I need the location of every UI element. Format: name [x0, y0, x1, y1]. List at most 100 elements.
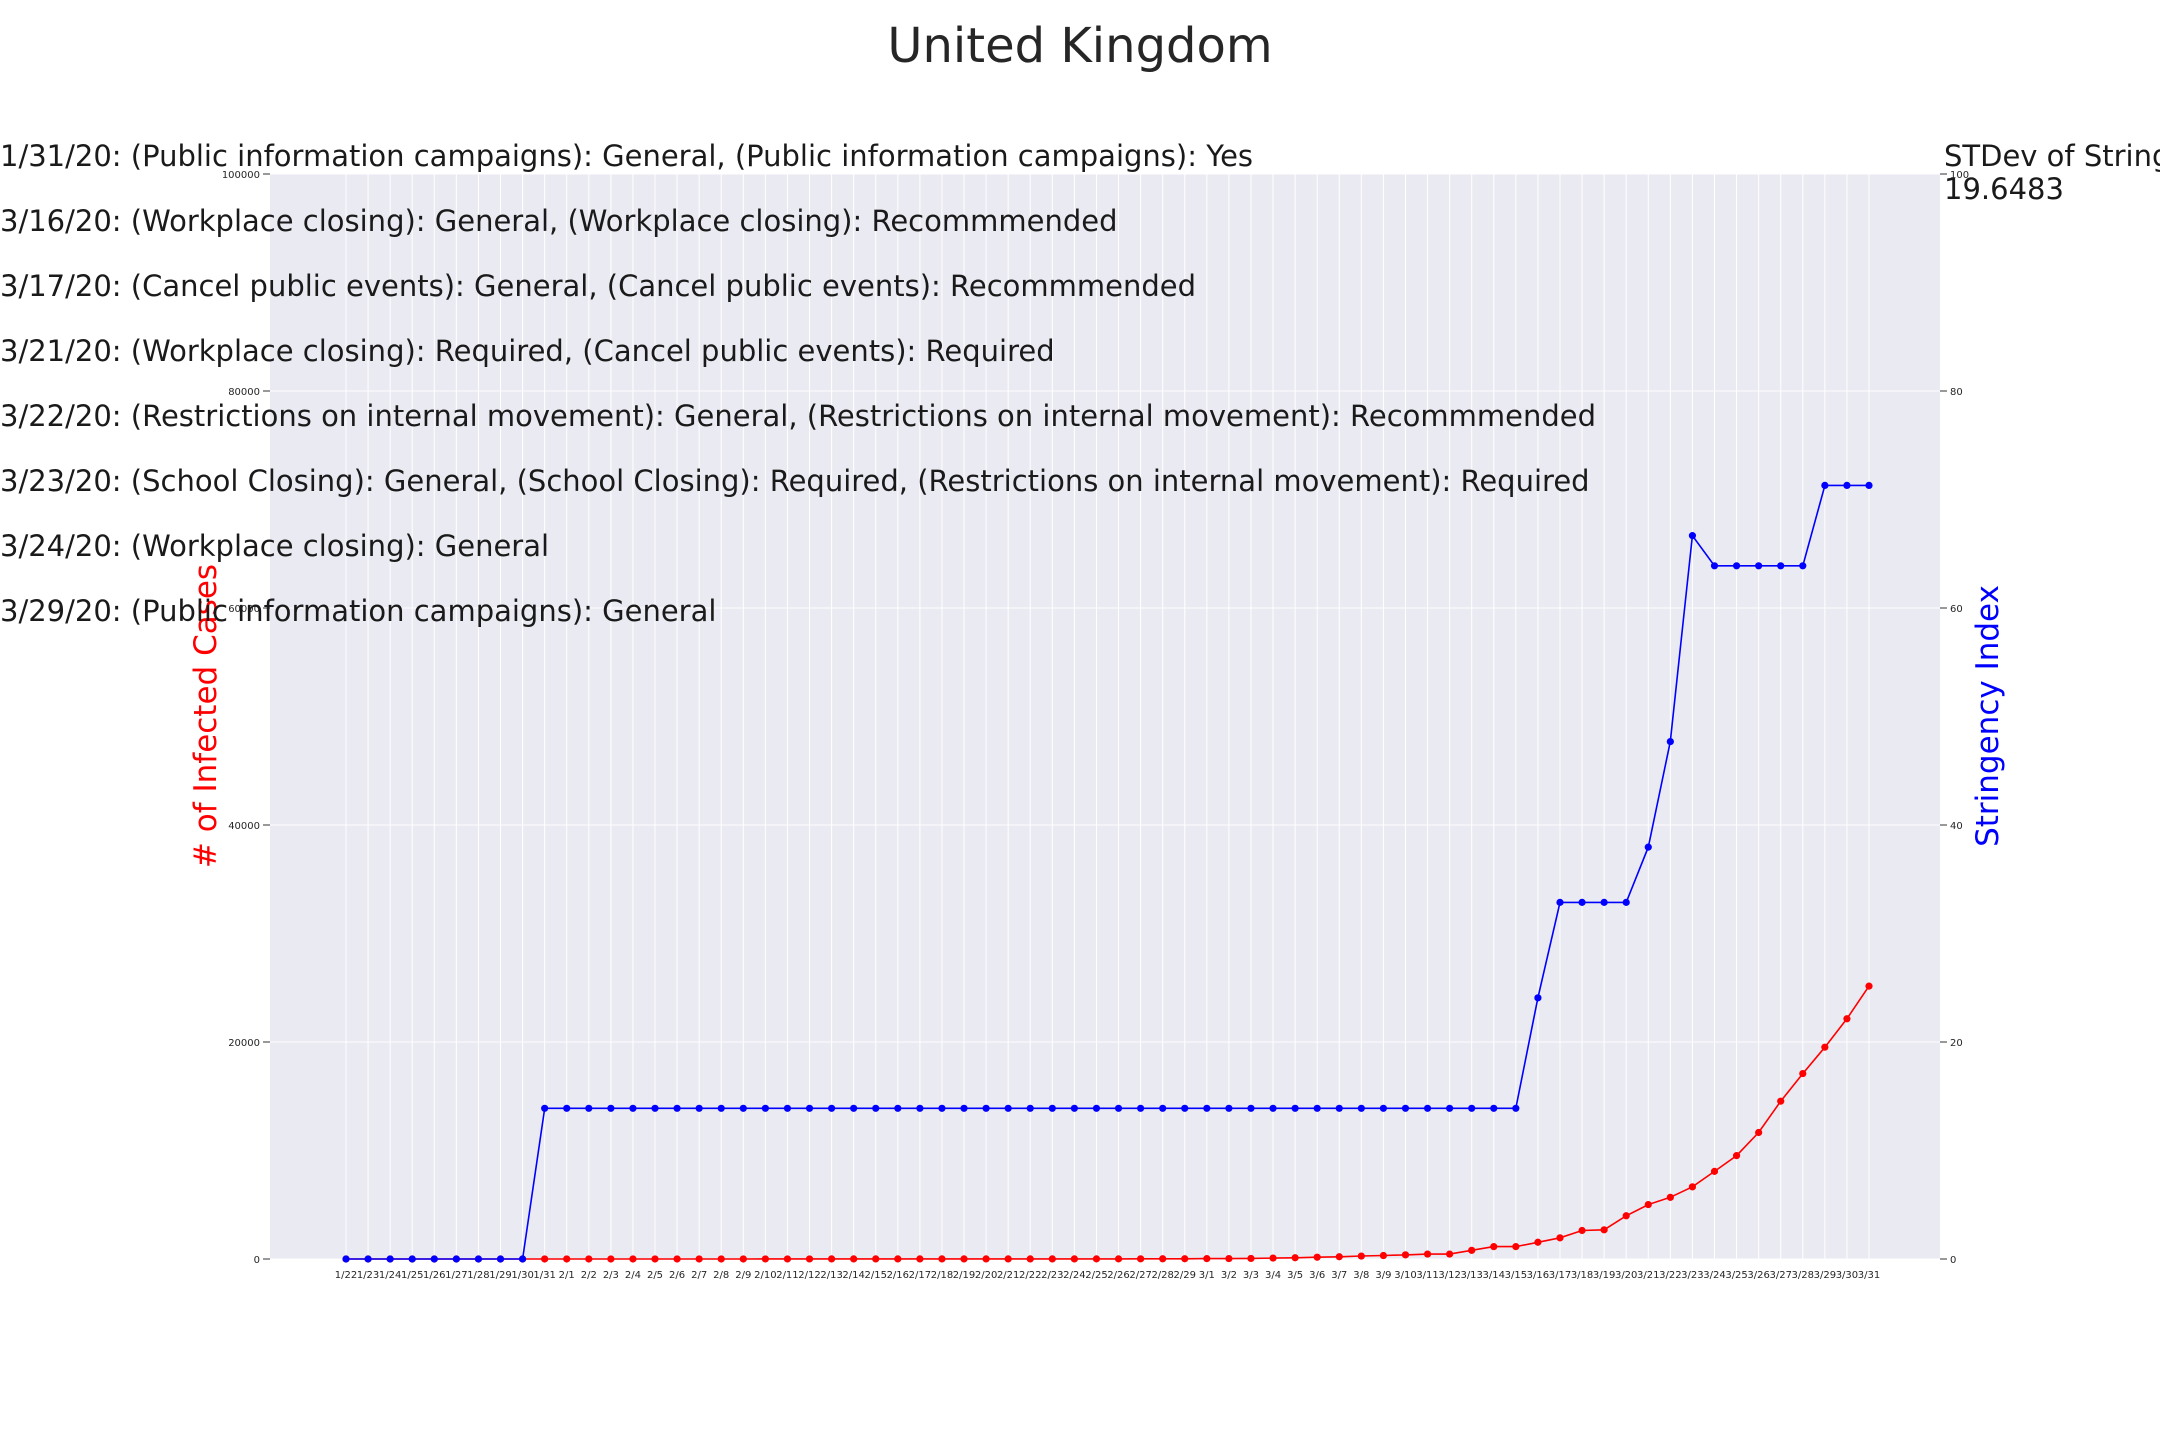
- x-tick-label: 3/30: [1836, 1270, 1858, 1281]
- right-axis-ticks: 0 20 40 60 80 100: [1940, 170, 1969, 1266]
- x-tick-label: 2/10: [754, 1270, 776, 1281]
- series-point: [1755, 1128, 1763, 1137]
- x-tick-label: 2/27: [1129, 1270, 1151, 1281]
- series-point: [1026, 1104, 1034, 1112]
- series-point: [805, 1104, 814, 1112]
- x-tick-label: 1/31: [533, 1270, 555, 1281]
- x-tick-label: 3/11: [1416, 1270, 1438, 1281]
- x-tick-label: 1/25: [401, 1270, 423, 1281]
- series-point: [541, 1104, 549, 1112]
- series-point: [1181, 1104, 1189, 1112]
- series-point: [1159, 1104, 1167, 1112]
- series-point: [827, 1255, 836, 1263]
- policy-annotation: 3/29/20: (Public information campaigns):…: [0, 594, 716, 628]
- right-tick-label: 0: [1950, 1255, 1956, 1266]
- series-point: [1446, 1250, 1454, 1258]
- x-tick-label: 3/29: [1814, 1270, 1836, 1281]
- series-point: [1600, 1226, 1608, 1234]
- x-tick-label: 2/22: [1019, 1270, 1041, 1281]
- x-tick-label: 3/8: [1353, 1270, 1369, 1281]
- series-point: [342, 1255, 350, 1263]
- series-point: [1423, 1104, 1432, 1112]
- series-point: [585, 1255, 593, 1263]
- series-point: [1865, 481, 1873, 489]
- series-point: [1379, 1251, 1388, 1260]
- series-point: [1114, 1255, 1123, 1263]
- series-point: [386, 1255, 394, 1263]
- series-point: [629, 1104, 637, 1112]
- x-tick-label: 3/14: [1483, 1270, 1505, 1281]
- series-point: [1004, 1255, 1012, 1263]
- cases-series: [342, 982, 1873, 1263]
- series-point: [364, 1255, 372, 1263]
- x-tick-label: 2/23: [1041, 1270, 1063, 1281]
- series-point: [1865, 982, 1873, 990]
- left-y-axis-label: # of Infected Cases: [188, 564, 224, 868]
- series-point: [761, 1255, 769, 1263]
- x-tick-label: 1/30: [511, 1270, 533, 1281]
- series-point: [1379, 1104, 1388, 1112]
- series-point: [585, 1104, 593, 1112]
- x-tick-label: 2/24: [1063, 1270, 1085, 1281]
- x-tick-label: 2/13: [820, 1270, 842, 1281]
- series-point: [1159, 1255, 1167, 1263]
- x-tick-label: 2/3: [603, 1270, 619, 1281]
- series-point: [1755, 562, 1763, 570]
- series-point: [1446, 1104, 1454, 1112]
- x-tick-label: 3/28: [1792, 1270, 1814, 1281]
- series-point: [827, 1104, 836, 1112]
- stdev-label: STDev of Stringency Index:: [1944, 139, 2160, 173]
- series-point: [1423, 1250, 1432, 1258]
- series-point: [452, 1255, 460, 1263]
- series-point: [1732, 562, 1741, 570]
- series-point: [1092, 1104, 1101, 1112]
- policy-annotation: 3/24/20: (Workplace closing): General: [0, 529, 549, 563]
- x-tick-label: 2/2: [581, 1270, 597, 1281]
- x-tick-label: 3/21: [1637, 1270, 1659, 1281]
- series-point: [1622, 898, 1630, 906]
- x-tick-label: 3/18: [1571, 1270, 1593, 1281]
- x-tick-label: 3/1: [1199, 1270, 1215, 1281]
- series-point: [563, 1255, 571, 1263]
- x-tick-label: 2/11: [776, 1270, 798, 1281]
- series-point: [1004, 1104, 1012, 1112]
- series-point: [629, 1255, 637, 1263]
- x-tick-label: 2/17: [909, 1270, 931, 1281]
- series-point: [1181, 1255, 1189, 1263]
- x-tick-label: 2/16: [887, 1270, 909, 1281]
- x-tick-label: 3/10: [1394, 1270, 1416, 1281]
- policy-annotation: 3/23/20: (School Closing): General, (Sch…: [0, 464, 1590, 498]
- x-tick-label: 1/29: [489, 1270, 511, 1281]
- policy-annotation: 1/31/20: (Public information campaigns):…: [0, 139, 1253, 173]
- series-point: [1137, 1255, 1145, 1263]
- x-tick-label: 2/15: [865, 1270, 887, 1281]
- series-point: [563, 1104, 571, 1112]
- right-y-axis-label: Stringency Index: [1970, 585, 2006, 847]
- left-tick-label: 0: [254, 1255, 260, 1266]
- right-tick-label: 40: [1950, 821, 1963, 832]
- series-point: [1335, 1253, 1343, 1261]
- series-point: [1578, 898, 1586, 906]
- series-point: [1401, 1251, 1410, 1259]
- x-axis-ticks: 1/22 1/23 1/24 1/25 1/26 1/27 1/28 1/29 1/30 1/31…: [335, 1270, 1880, 1281]
- series-point: [1357, 1252, 1365, 1260]
- x-tick-label: 3/3: [1243, 1270, 1259, 1281]
- x-tick-label: 3/20: [1615, 1270, 1637, 1281]
- x-tick-label: 3/6: [1309, 1270, 1325, 1281]
- x-tick-label: 2/7: [691, 1270, 707, 1281]
- series-point: [1247, 1254, 1255, 1263]
- series-point: [916, 1104, 924, 1112]
- series-point: [1512, 1104, 1520, 1112]
- x-tick-label: 3/26: [1747, 1270, 1769, 1281]
- left-tick-label: 60000: [228, 604, 260, 615]
- series-point: [1247, 1104, 1255, 1112]
- series-point: [1688, 532, 1697, 540]
- series-point: [872, 1104, 880, 1112]
- series-point: [1137, 1104, 1145, 1112]
- x-tick-label: 1/22: [335, 1270, 357, 1281]
- series-point: [916, 1255, 924, 1263]
- series-point: [717, 1255, 725, 1263]
- series-point: [783, 1104, 792, 1112]
- series-point: [1269, 1104, 1277, 1112]
